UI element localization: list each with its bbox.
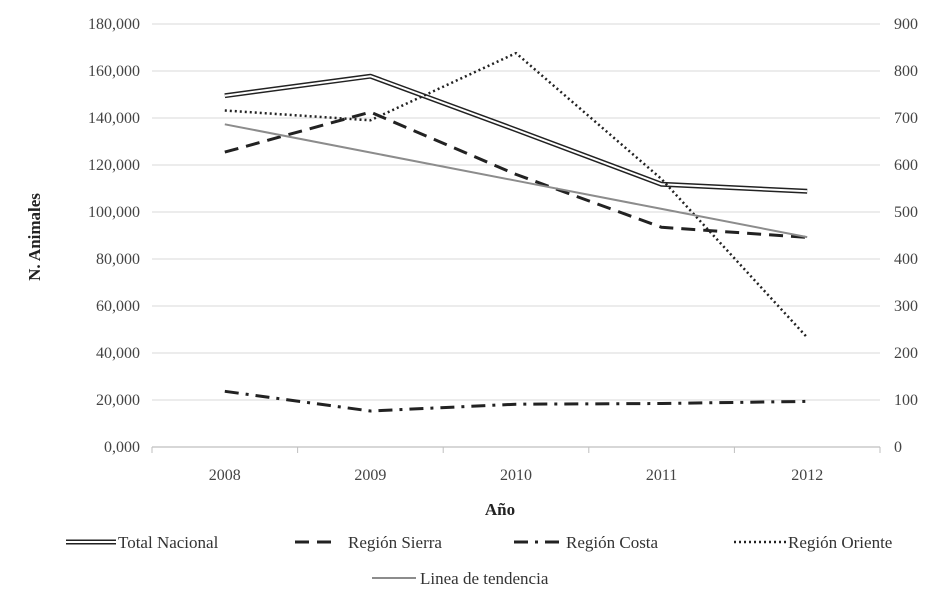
y-left-tick-label: 140,000	[88, 110, 140, 127]
y-right-tick-label: 600	[894, 157, 918, 174]
legend-label-linea-de-tendencia: Linea de tendencia	[420, 569, 549, 588]
legend: Total Nacional Región Sierra Región Costa R…	[66, 533, 892, 588]
series-line-total-nacional-inner	[224, 75, 808, 193]
x-tick-label: 2012	[791, 467, 823, 484]
legend-item-region-costa: Región Costa	[514, 533, 659, 552]
series-line-region-sierra	[224, 110, 808, 239]
y-left-tick-label: 160,000	[88, 63, 140, 80]
y-right-tick-label: 700	[894, 110, 918, 127]
series-lines	[224, 51, 809, 413]
legend-label-region-oriente: Región Oriente	[788, 533, 892, 552]
y-right-tick-label: 100	[894, 392, 918, 409]
y-right-tick-label: 900	[894, 16, 918, 33]
x-axis-title: Año	[485, 500, 515, 519]
series-line-region-costa	[224, 389, 808, 413]
y-left-tick-label: 20,000	[96, 392, 140, 409]
y-right-tick-label: 800	[894, 63, 918, 80]
legend-label-total-nacional: Total Nacional	[118, 533, 219, 552]
y-right-tick-label: 300	[894, 298, 918, 315]
y-left-tick-label: 0,000	[104, 439, 140, 456]
y-left-tick-label: 80,000	[96, 251, 140, 268]
y-right-tick-label: 200	[894, 345, 918, 362]
y-right-ticks: 0 100 200 300 400 500 600 700 800 900	[894, 16, 918, 456]
x-tick-label: 2009	[354, 467, 386, 484]
y-right-tick-label: 500	[894, 204, 918, 221]
y-left-tick-label: 100,000	[88, 204, 140, 221]
legend-item-region-sierra: Región Sierra	[295, 533, 442, 552]
legend-item-region-oriente: Región Oriente	[734, 533, 892, 552]
legend-label-region-costa: Región Costa	[566, 533, 659, 552]
x-tick-label: 2011	[646, 467, 677, 484]
axes	[151, 446, 881, 453]
legend-label-region-sierra: Región Sierra	[348, 533, 442, 552]
x-ticks: 2008 2009 2010 2011 2012	[209, 467, 823, 484]
legend-item-total-nacional: Total Nacional	[66, 533, 219, 552]
y-left-tick-label: 120,000	[88, 157, 140, 174]
y-right-tick-label: 0	[894, 439, 902, 456]
gridlines	[152, 23, 880, 401]
y-axis-title: N. Animales	[25, 193, 44, 281]
y-left-tick-label: 40,000	[96, 345, 140, 362]
y-left-tick-label: 60,000	[96, 298, 140, 315]
x-tick-label: 2008	[209, 467, 241, 484]
series-line-linea-de-tendencia	[224, 123, 808, 239]
legend-item-linea-de-tendencia: Linea de tendencia	[372, 569, 549, 588]
y-right-tick-label: 400	[894, 251, 918, 268]
x-tick-label: 2010	[500, 467, 532, 484]
y-left-ticks: 0,000 20,000 40,000 60,000 80,000 100,000 120,…	[88, 16, 140, 456]
y-left-tick-label: 180,000	[88, 16, 140, 33]
series-line-region-oriente	[224, 51, 809, 339]
